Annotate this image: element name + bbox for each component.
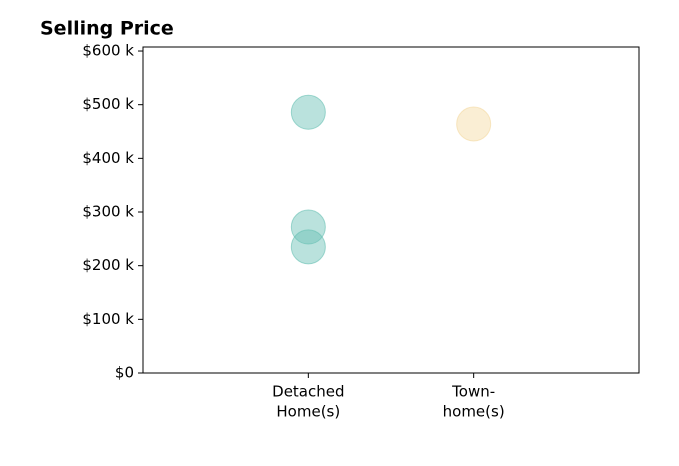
y-tick-label: $400 k	[82, 149, 134, 167]
plot-frame	[142, 46, 640, 374]
y-tick-label: $100 k	[82, 310, 134, 328]
point	[290, 229, 326, 265]
point	[290, 209, 326, 245]
x-tick-label: Town-	[451, 383, 495, 401]
y-tick-label: $300 k	[82, 203, 134, 221]
x-tick-label: Detached	[272, 383, 344, 401]
y-tick-label: $600 k	[82, 42, 134, 60]
x-tick-label: home(s)	[443, 403, 505, 421]
y-tick-label: $200 k	[82, 256, 134, 274]
y-tick-label: $0	[115, 364, 134, 382]
y-tick-label: $500 k	[82, 95, 134, 113]
chart-title: Selling Price	[40, 18, 174, 40]
point	[290, 94, 326, 130]
point	[456, 106, 492, 142]
x-tick-label: Home(s)	[276, 403, 340, 421]
